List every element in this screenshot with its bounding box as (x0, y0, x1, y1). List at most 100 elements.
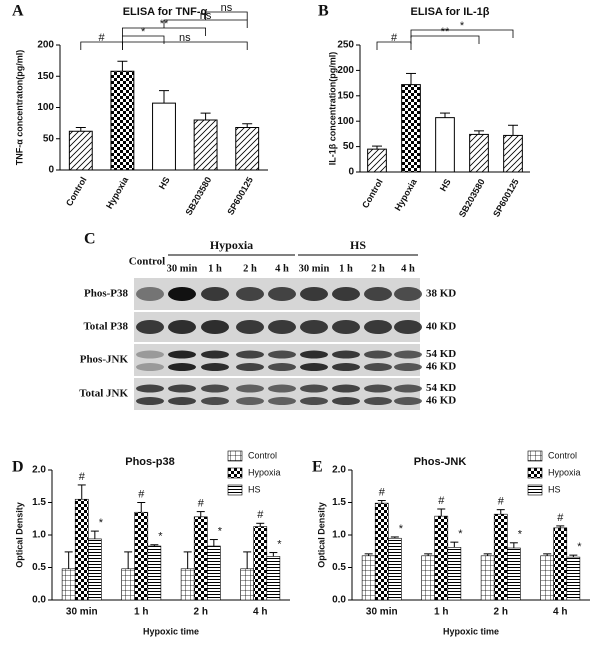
blot-band (394, 397, 422, 406)
y-tick-label: 1.5 (332, 497, 346, 508)
y-tick-label: 50 (343, 141, 355, 152)
x-tick-label: 1 h (134, 607, 148, 618)
blot-band (364, 384, 392, 393)
bar (180, 568, 195, 601)
y-tick-label: 150 (337, 90, 354, 101)
blot-band (201, 350, 229, 359)
blot-band (300, 287, 328, 301)
blot-band (364, 397, 392, 406)
legend-label: Hypoxia (248, 467, 281, 477)
significance-label: ** (441, 26, 450, 38)
y-tick-label: 100 (37, 102, 54, 113)
significance-label: * (158, 531, 163, 543)
blot-strip (134, 378, 420, 410)
bar (193, 119, 218, 171)
panel-letter: D (12, 459, 24, 476)
blot-band (236, 287, 264, 301)
group-label: HS (350, 238, 366, 252)
bar (152, 102, 176, 171)
x-tick-label: Control (360, 177, 385, 210)
blot-band (236, 320, 264, 334)
significance-bracket (122, 41, 248, 50)
significance-label: * (141, 26, 146, 38)
bar (566, 556, 581, 601)
x-tick-label: 4 h (253, 607, 267, 618)
legend-swatch (527, 484, 543, 496)
legend-swatch (527, 450, 543, 462)
y-tick-label: 0.0 (32, 595, 46, 606)
significance-label: # (257, 509, 264, 521)
size-label: 54 KD (426, 382, 456, 394)
row-label: Total JNK (79, 388, 128, 400)
y-axis-label: IL-1β concentration(pg/ml) (327, 52, 337, 166)
bar (553, 527, 568, 601)
bar (503, 134, 523, 173)
blot-band (136, 287, 164, 301)
size-label: 40 KD (426, 321, 456, 333)
blot-band (300, 384, 328, 393)
x-tick-label: 2 h (494, 607, 508, 618)
blot-band (394, 287, 422, 301)
blot-strip (134, 344, 420, 376)
x-tick-label: HS (438, 177, 453, 193)
lane-label: 1 h (339, 263, 353, 274)
blot-band (364, 287, 392, 301)
group-label: Hypoxia (210, 238, 253, 252)
y-tick-label: 0 (48, 165, 54, 176)
blot-band (394, 384, 422, 393)
legend-label: Hypoxia (548, 467, 581, 477)
legend-label: Control (548, 450, 577, 460)
control-label: Control (129, 256, 165, 268)
bar (134, 511, 149, 601)
bar (506, 547, 521, 601)
row-label: Total P38 (83, 321, 128, 333)
blot-band (168, 397, 196, 406)
lane-label: 4 h (401, 263, 415, 274)
bar (387, 537, 402, 601)
blot-band (236, 350, 264, 359)
blot-band (136, 384, 164, 393)
lane-label: 30 min (167, 263, 198, 274)
bar (87, 538, 102, 601)
y-tick-label: 200 (37, 40, 54, 51)
bar (540, 555, 555, 601)
bar (374, 502, 389, 601)
significance-label: # (99, 32, 106, 44)
blot-band (136, 397, 164, 406)
panel-letter: B (318, 3, 329, 20)
blot-band (300, 320, 328, 334)
blot-band (332, 287, 360, 301)
significance-bracket (122, 35, 165, 44)
legend-label: HS (248, 484, 261, 494)
blot-band (168, 350, 196, 359)
chart-title: ELISA for TNF-α (123, 6, 208, 18)
blot-band (236, 384, 264, 393)
legend-label: HS (548, 484, 561, 494)
y-tick-label: 0.5 (332, 562, 346, 573)
blot-band (332, 397, 360, 406)
blot-band (236, 397, 264, 406)
y-tick-label: 250 (337, 40, 354, 51)
x-tick-label: Hypoxia (393, 176, 420, 212)
chart-title: Phos-JNK (414, 456, 467, 468)
significance-label: # (198, 498, 205, 510)
lane-label: 4 h (275, 263, 289, 274)
y-tick-label: 50 (43, 133, 55, 144)
bar (266, 556, 281, 601)
bar (361, 555, 376, 601)
bar (61, 568, 76, 601)
blot-band (268, 397, 296, 406)
bar (206, 545, 221, 601)
blot-band (300, 397, 328, 406)
x-axis-label: Hypoxic time (443, 626, 499, 636)
blot-band (268, 320, 296, 334)
significance-label: * (218, 525, 223, 537)
blot-band (201, 287, 229, 301)
significance-label: # (79, 471, 86, 483)
blot-band (168, 384, 196, 393)
legend-swatch (227, 484, 243, 496)
y-axis-label: Optical Density (316, 502, 326, 568)
significance-label: # (379, 486, 386, 498)
y-tick-label: 100 (337, 116, 354, 127)
